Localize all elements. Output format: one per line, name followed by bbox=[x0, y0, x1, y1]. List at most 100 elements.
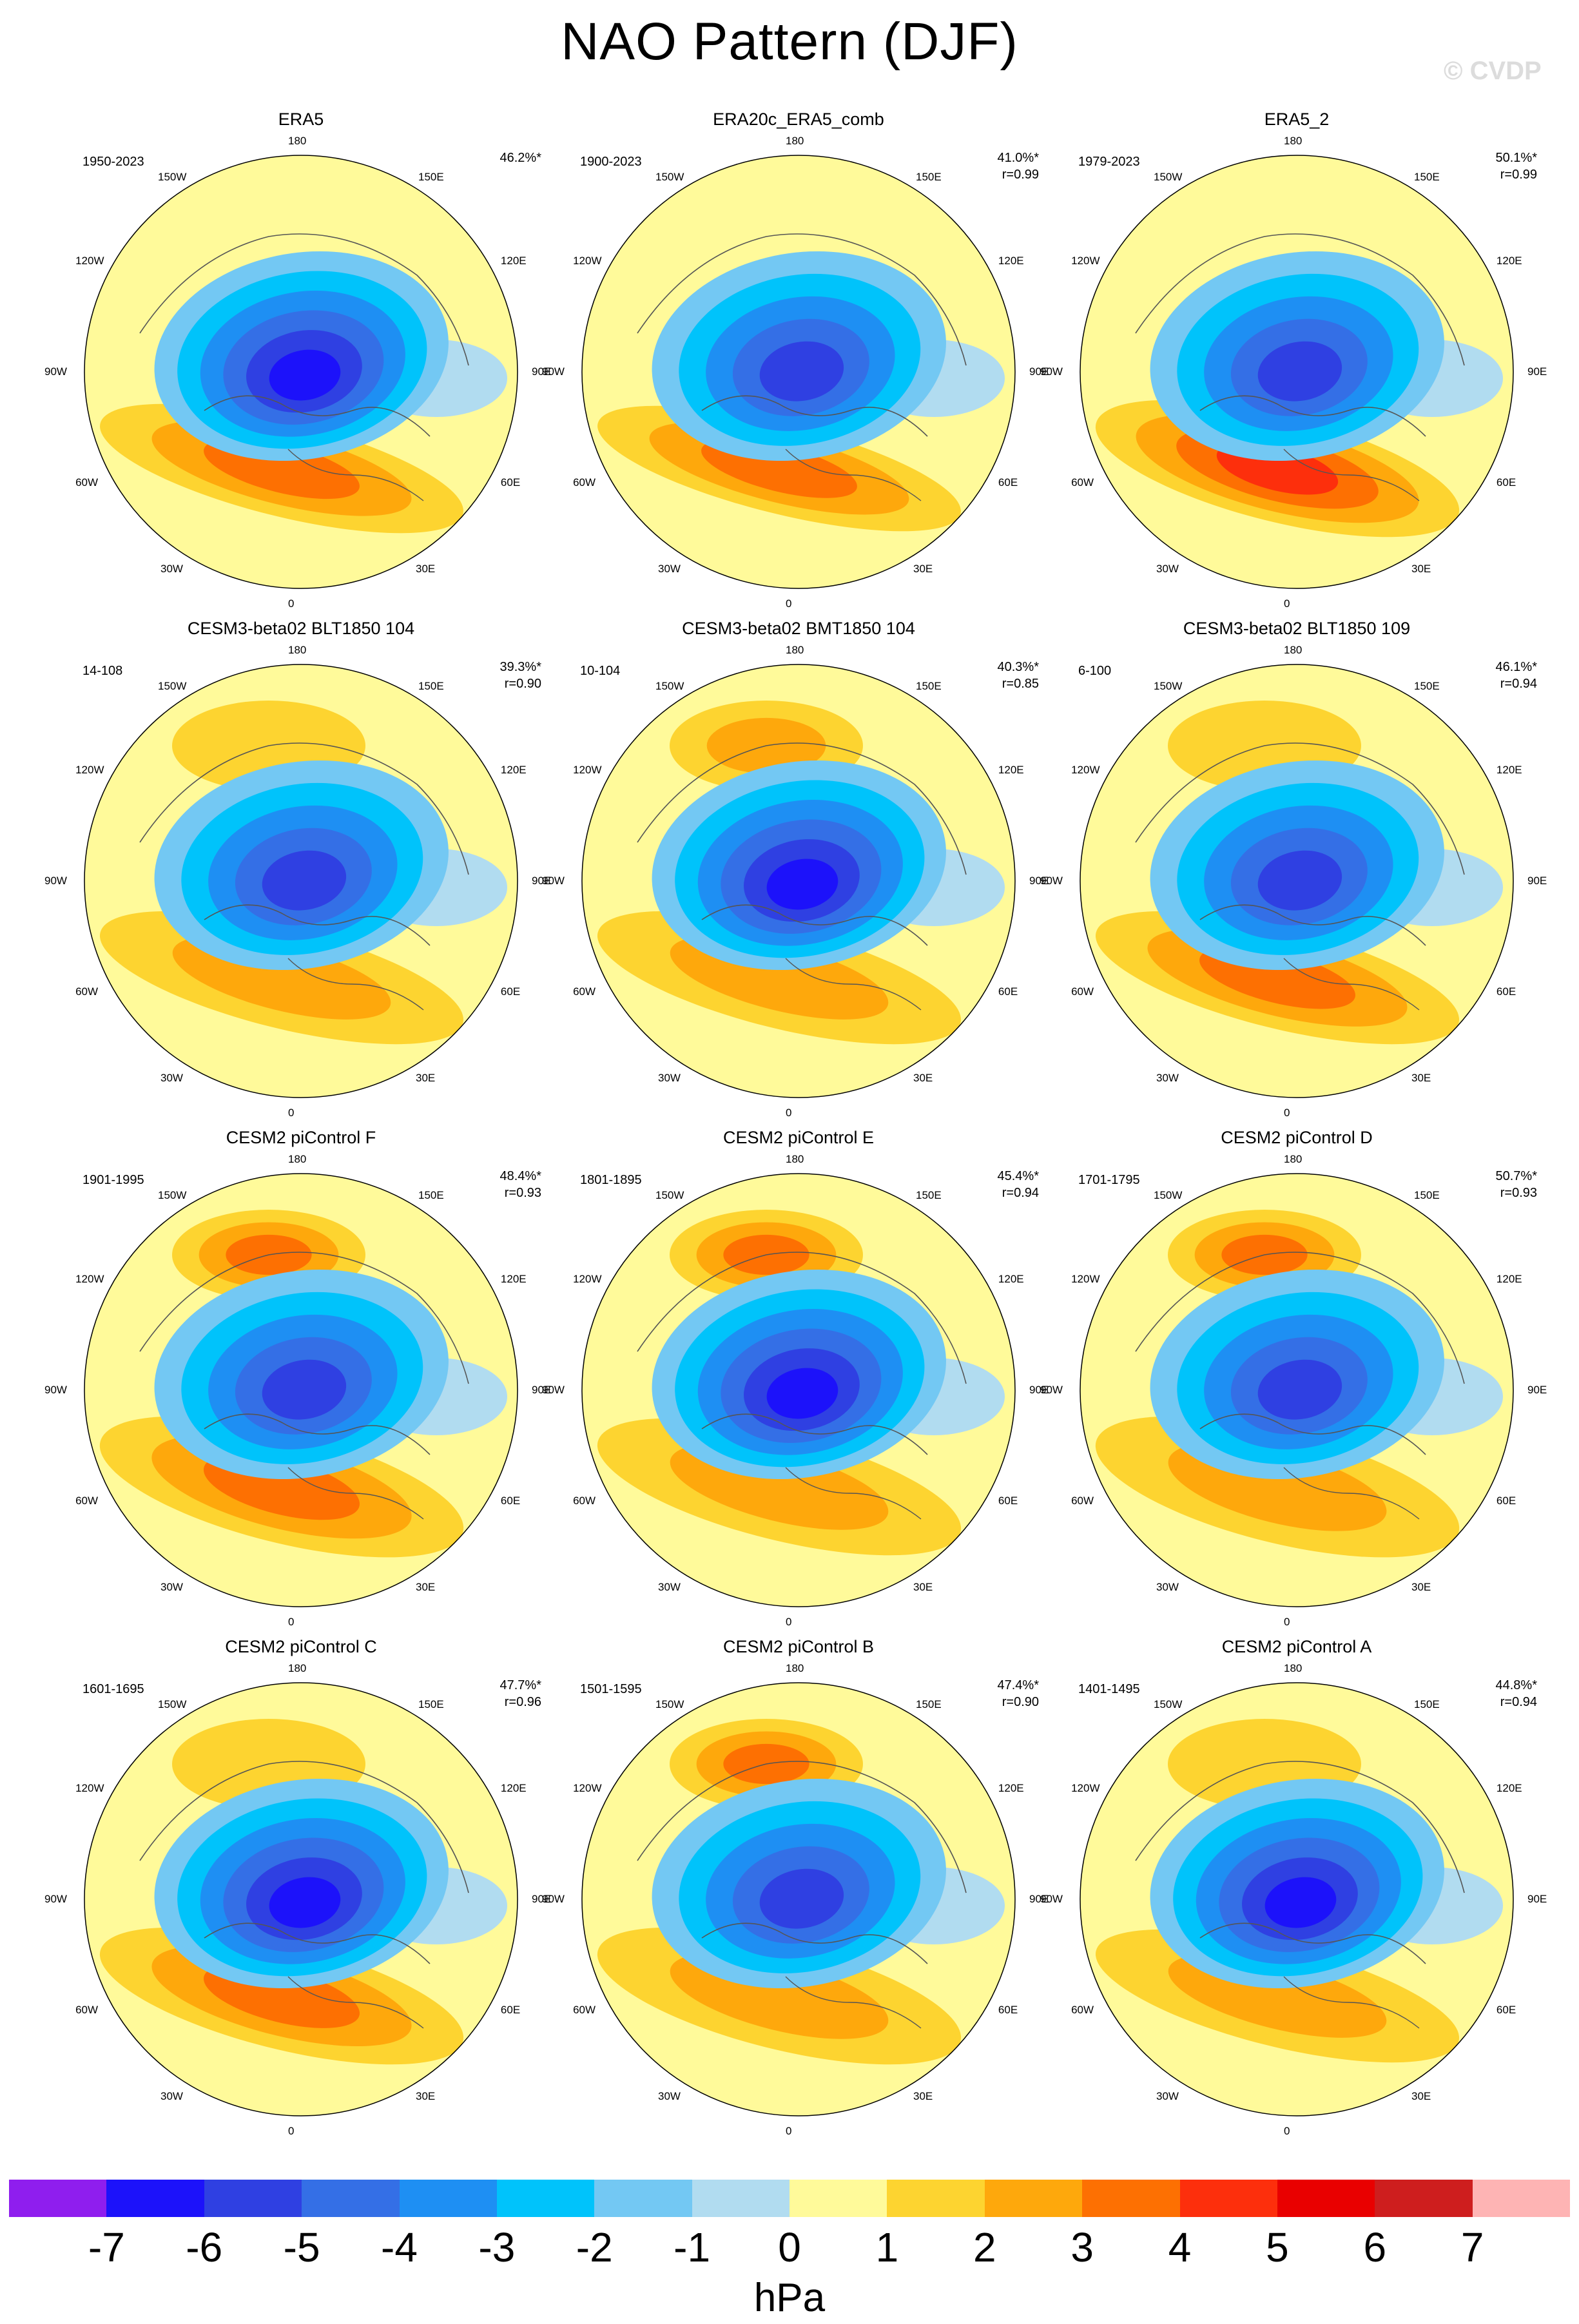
coastline bbox=[785, 958, 922, 1011]
coastline bbox=[139, 742, 469, 875]
coastline bbox=[1283, 449, 1420, 501]
longitude-label: 120E bbox=[500, 764, 527, 776]
explained-variance: 46.2%* bbox=[499, 151, 542, 165]
panel-period: 10-104 bbox=[580, 664, 621, 678]
map-panel: ERA5 1950-2023 46.2%* 180 0 150W 150E 120W 120E 9… bbox=[44, 110, 551, 619]
explained-variance: 47.7%* bbox=[499, 1678, 542, 1692]
longitude-label: 60E bbox=[1496, 2004, 1516, 2016]
panel-title: CESM2 piControl F bbox=[226, 1128, 376, 1147]
longitude-label: 90W bbox=[44, 875, 67, 887]
icelandic-negative-contour bbox=[759, 1868, 844, 1929]
longitude-label: 60W bbox=[1071, 1495, 1094, 1507]
longitude-label: 120E bbox=[998, 1273, 1024, 1285]
longitude-label: 150E bbox=[916, 171, 942, 184]
map-panel: CESM2 piControl C 1601-1695 47.7%* r=0.96 18… bbox=[44, 1637, 551, 2146]
map-border bbox=[581, 664, 1016, 1098]
icelandic-negative-contour bbox=[759, 341, 844, 402]
longitude-label: 90W bbox=[542, 875, 565, 887]
coastline bbox=[204, 395, 431, 437]
panel-title: CESM2 piControl B bbox=[722, 1637, 875, 1656]
longitude-label: 0 bbox=[786, 1107, 792, 1119]
panel-title: ERA5_2 bbox=[1264, 110, 1330, 129]
longitude-label: 90W bbox=[1040, 875, 1063, 887]
map-panel: CESM2 piControl A 1401-1495 44.8%* r=0.94 18… bbox=[1040, 1637, 1547, 2146]
longitude-label: 30E bbox=[416, 2089, 436, 2102]
longitude-label: 120E bbox=[1496, 1782, 1522, 1794]
longitude-label: 150E bbox=[1414, 680, 1440, 693]
longitude-label: 150W bbox=[655, 680, 684, 693]
explained-variance: 50.7%* bbox=[1495, 1169, 1538, 1183]
longitude-label: 0 bbox=[786, 1616, 792, 1628]
panel-stats: 50.1%* r=0.99 bbox=[1466, 150, 1538, 183]
longitude-label: 120E bbox=[1496, 255, 1522, 267]
longitude-label: 90E bbox=[1029, 1893, 1049, 1905]
panel-title: CESM3-beta02 BLT1850 109 bbox=[1183, 619, 1411, 638]
colorbar-tick-label: -4 bbox=[381, 2224, 418, 2271]
longitude-label: 30E bbox=[1411, 1580, 1431, 1593]
polar-map bbox=[581, 1682, 1016, 2116]
longitude-label: 150E bbox=[418, 1698, 444, 1711]
colorbar-swatch bbox=[790, 2180, 887, 2217]
longitude-label: 30E bbox=[913, 1071, 933, 1084]
icelandic-negative-contour bbox=[766, 858, 838, 910]
coastline bbox=[1283, 958, 1420, 1011]
polar-map bbox=[581, 664, 1016, 1098]
longitude-label: 30E bbox=[416, 1071, 436, 1084]
panel-stats: 39.3%* r=0.90 bbox=[470, 659, 542, 692]
panel-period: 1701-1795 bbox=[1078, 1173, 1140, 1187]
coastline bbox=[204, 1922, 431, 1964]
longitude-label: 90W bbox=[542, 1893, 565, 1905]
longitude-label: 90W bbox=[1040, 365, 1063, 378]
colorbar-tick-label: 6 bbox=[1363, 2224, 1387, 2271]
map-border bbox=[84, 664, 518, 1098]
colorbar-swatch bbox=[887, 2180, 985, 2217]
longitude-label: 150W bbox=[1154, 680, 1183, 693]
explained-variance: 40.3%* bbox=[997, 660, 1040, 674]
longitude-label: 150W bbox=[158, 1189, 187, 1202]
pattern-correlation: r=0.94 bbox=[1500, 677, 1537, 691]
colorbar-tick-label: -5 bbox=[283, 2224, 320, 2271]
polar-map bbox=[84, 1173, 518, 1607]
longitude-label: 30E bbox=[416, 562, 436, 575]
coastline bbox=[701, 395, 928, 437]
coastline bbox=[1135, 1252, 1465, 1384]
coastline bbox=[204, 1413, 431, 1455]
icelandic-negative-contour bbox=[1257, 341, 1342, 402]
longitude-label: 30W bbox=[1156, 1580, 1179, 1593]
colorbar-swatch bbox=[204, 2180, 302, 2217]
icelandic-negative-contour bbox=[269, 1877, 341, 1928]
longitude-label: 150W bbox=[655, 1189, 684, 1202]
longitude-label: 60E bbox=[500, 1495, 521, 1507]
longitude-label: 0 bbox=[786, 597, 792, 610]
colorbar-tick-label: 5 bbox=[1266, 2224, 1289, 2271]
longitude-label: 150W bbox=[1154, 1189, 1183, 1202]
longitude-label: 0 bbox=[288, 1616, 295, 1628]
icelandic-negative-contour bbox=[262, 1359, 347, 1420]
colorbar-units: hPa bbox=[753, 2276, 826, 2320]
coastline bbox=[1199, 1413, 1426, 1455]
map-border bbox=[1080, 1173, 1514, 1607]
map-border bbox=[84, 1682, 518, 2116]
map-panel: ERA5_2 1979-2023 50.1%* r=0.99 180 0 150W 150E 1… bbox=[1040, 110, 1547, 619]
longitude-label: 90W bbox=[1040, 1384, 1063, 1396]
map-panel: ERA20c_ERA5_comb 1900-2023 41.0%* r=0.99 180… bbox=[542, 110, 1049, 619]
coastline bbox=[701, 1922, 928, 1964]
polar-map bbox=[84, 155, 518, 589]
panel-period: 1979-2023 bbox=[1078, 155, 1140, 169]
colorbar-tick-label: -1 bbox=[673, 2224, 711, 2271]
panel-title: CESM2 piControl C bbox=[225, 1637, 377, 1656]
longitude-label: 60E bbox=[998, 2004, 1018, 2016]
pattern-correlation: r=0.90 bbox=[504, 677, 541, 691]
colorbar-labels: -7 -6 -5 -4 -3 -2 -1 0 1 2 3 4 5 6 7 bbox=[9, 2223, 1570, 2275]
icelandic-negative-contour bbox=[766, 1368, 838, 1419]
longitude-label: 90E bbox=[1029, 1384, 1049, 1396]
icelandic-negative-contour bbox=[1257, 850, 1342, 911]
coastline bbox=[139, 1252, 469, 1384]
longitude-label: 180 bbox=[288, 135, 307, 147]
longitude-label: 0 bbox=[1284, 1107, 1290, 1119]
panel-stats: 46.1%* r=0.94 bbox=[1466, 659, 1538, 692]
panel-period: 1801-1895 bbox=[580, 1173, 642, 1187]
figure-title: NAO Pattern (DJF) bbox=[561, 12, 1018, 71]
longitude-label: 120W bbox=[1071, 764, 1100, 776]
polar-map bbox=[1080, 1682, 1514, 2116]
